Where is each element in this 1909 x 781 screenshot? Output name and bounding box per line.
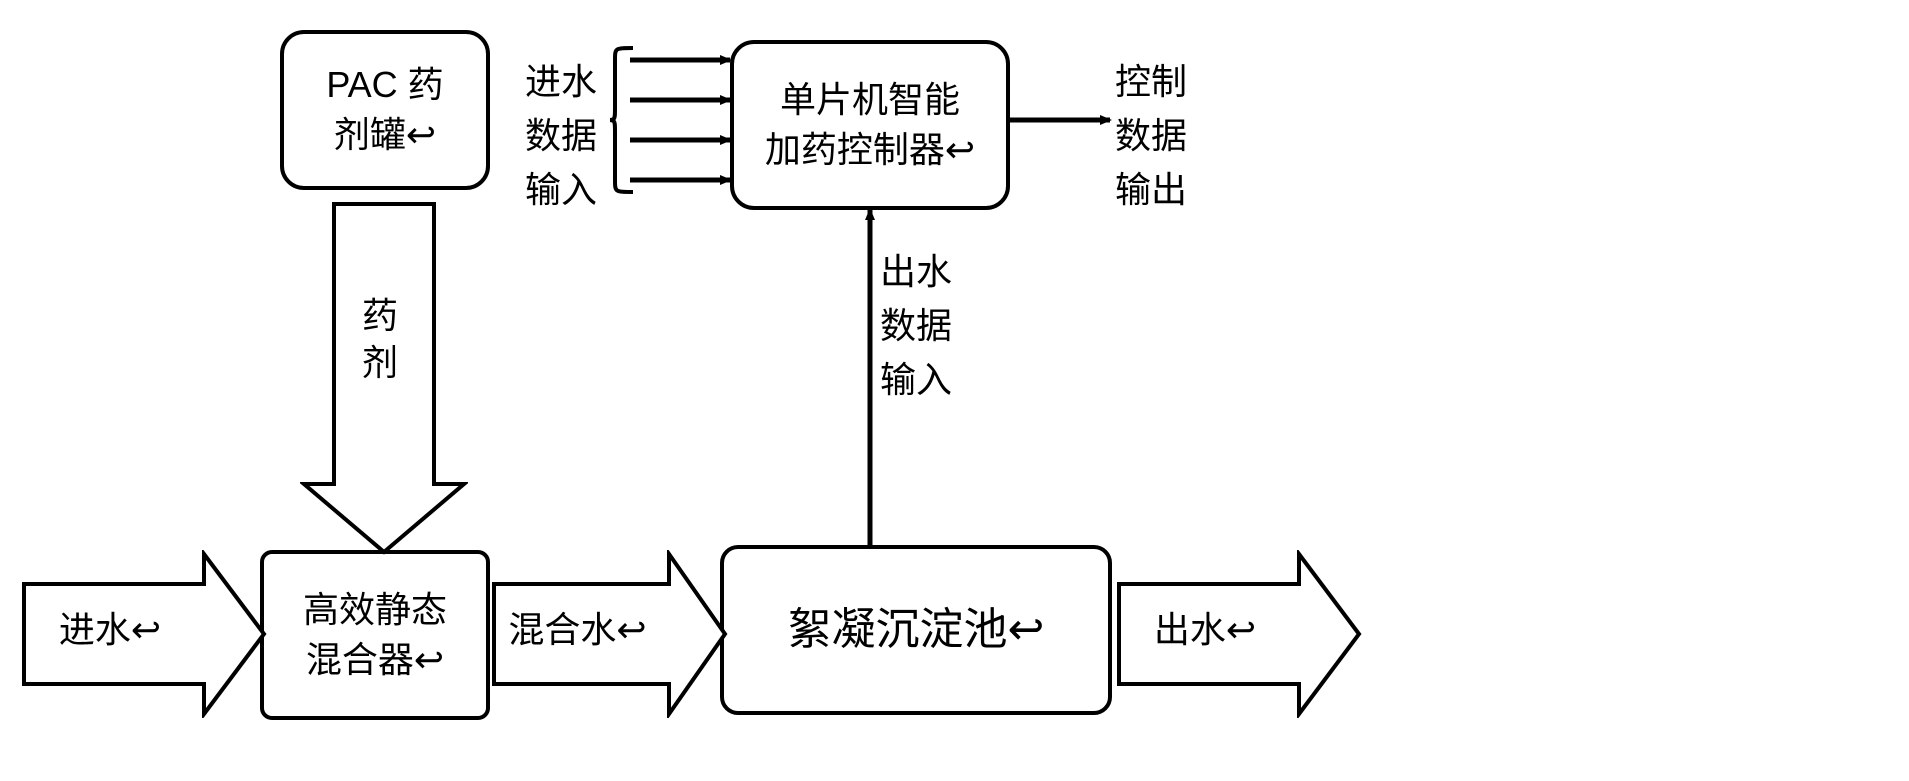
input-brace [610, 43, 638, 197]
sed-data-label: 出水数据输入 [880, 245, 952, 407]
thin-arrows-layer [0, 0, 1909, 781]
inlet-data-label: 进水数据输入 [525, 55, 597, 217]
control-output-label: 控制数据输出 [1115, 55, 1187, 217]
